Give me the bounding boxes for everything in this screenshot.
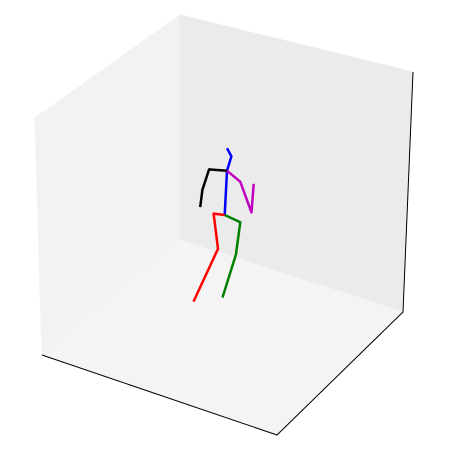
- axis-edge: [41, 71, 414, 436]
- plot-area: [192, 147, 255, 303]
- skeleton-line: [192, 212, 225, 303]
- skeleton-line: [198, 168, 228, 208]
- skeleton-line: [226, 169, 255, 214]
- skeleton-line: [221, 213, 242, 298]
- skeleton-line: [223, 147, 233, 216]
